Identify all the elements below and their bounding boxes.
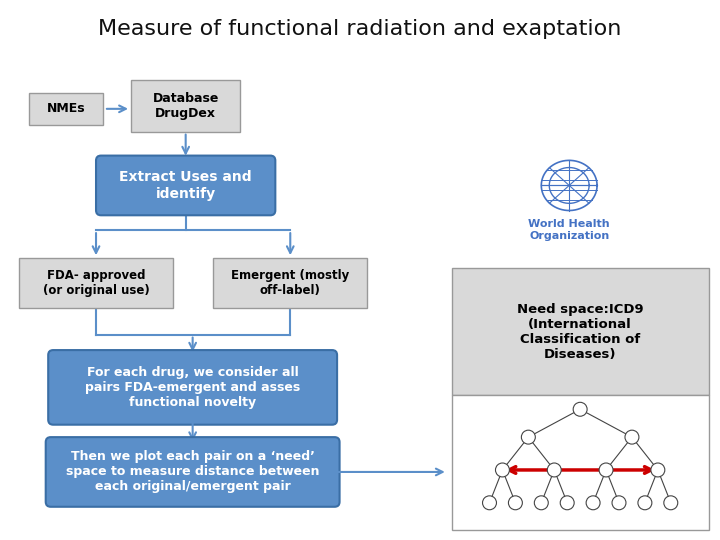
Circle shape (495, 463, 510, 477)
FancyBboxPatch shape (29, 93, 104, 125)
FancyBboxPatch shape (131, 80, 240, 132)
Text: World Health
Organization: World Health Organization (528, 219, 610, 241)
Circle shape (560, 496, 574, 510)
FancyBboxPatch shape (48, 350, 337, 424)
Circle shape (482, 496, 497, 510)
Circle shape (599, 463, 613, 477)
Text: For each drug, we consider all
pairs FDA-emergent and asses
functional novelty: For each drug, we consider all pairs FDA… (85, 366, 300, 409)
Text: Emergent (mostly
off-label): Emergent (mostly off-label) (231, 269, 349, 297)
Text: Database
DrugDex: Database DrugDex (153, 92, 219, 120)
Circle shape (638, 496, 652, 510)
FancyBboxPatch shape (213, 258, 367, 308)
FancyBboxPatch shape (451, 268, 708, 395)
Circle shape (547, 463, 561, 477)
Circle shape (664, 496, 678, 510)
Text: Then we plot each pair on a ‘need’
space to measure distance between
each origin: Then we plot each pair on a ‘need’ space… (66, 450, 320, 494)
Text: NMEs: NMEs (47, 103, 86, 116)
Circle shape (625, 430, 639, 444)
Circle shape (521, 430, 536, 444)
Circle shape (573, 402, 587, 416)
Text: Need space:ICD9
(International
Classification of
Diseases): Need space:ICD9 (International Classific… (517, 303, 644, 361)
FancyBboxPatch shape (19, 258, 174, 308)
Text: FDA- approved
(or original use): FDA- approved (or original use) (42, 269, 149, 297)
Text: Extract Uses and
identify: Extract Uses and identify (120, 170, 252, 200)
FancyBboxPatch shape (96, 156, 275, 215)
Circle shape (508, 496, 523, 510)
Circle shape (612, 496, 626, 510)
Circle shape (586, 496, 600, 510)
Circle shape (534, 496, 548, 510)
FancyBboxPatch shape (451, 395, 708, 530)
Text: Measure of functional radiation and exaptation: Measure of functional radiation and exap… (99, 19, 621, 39)
Circle shape (651, 463, 665, 477)
FancyBboxPatch shape (45, 437, 340, 507)
